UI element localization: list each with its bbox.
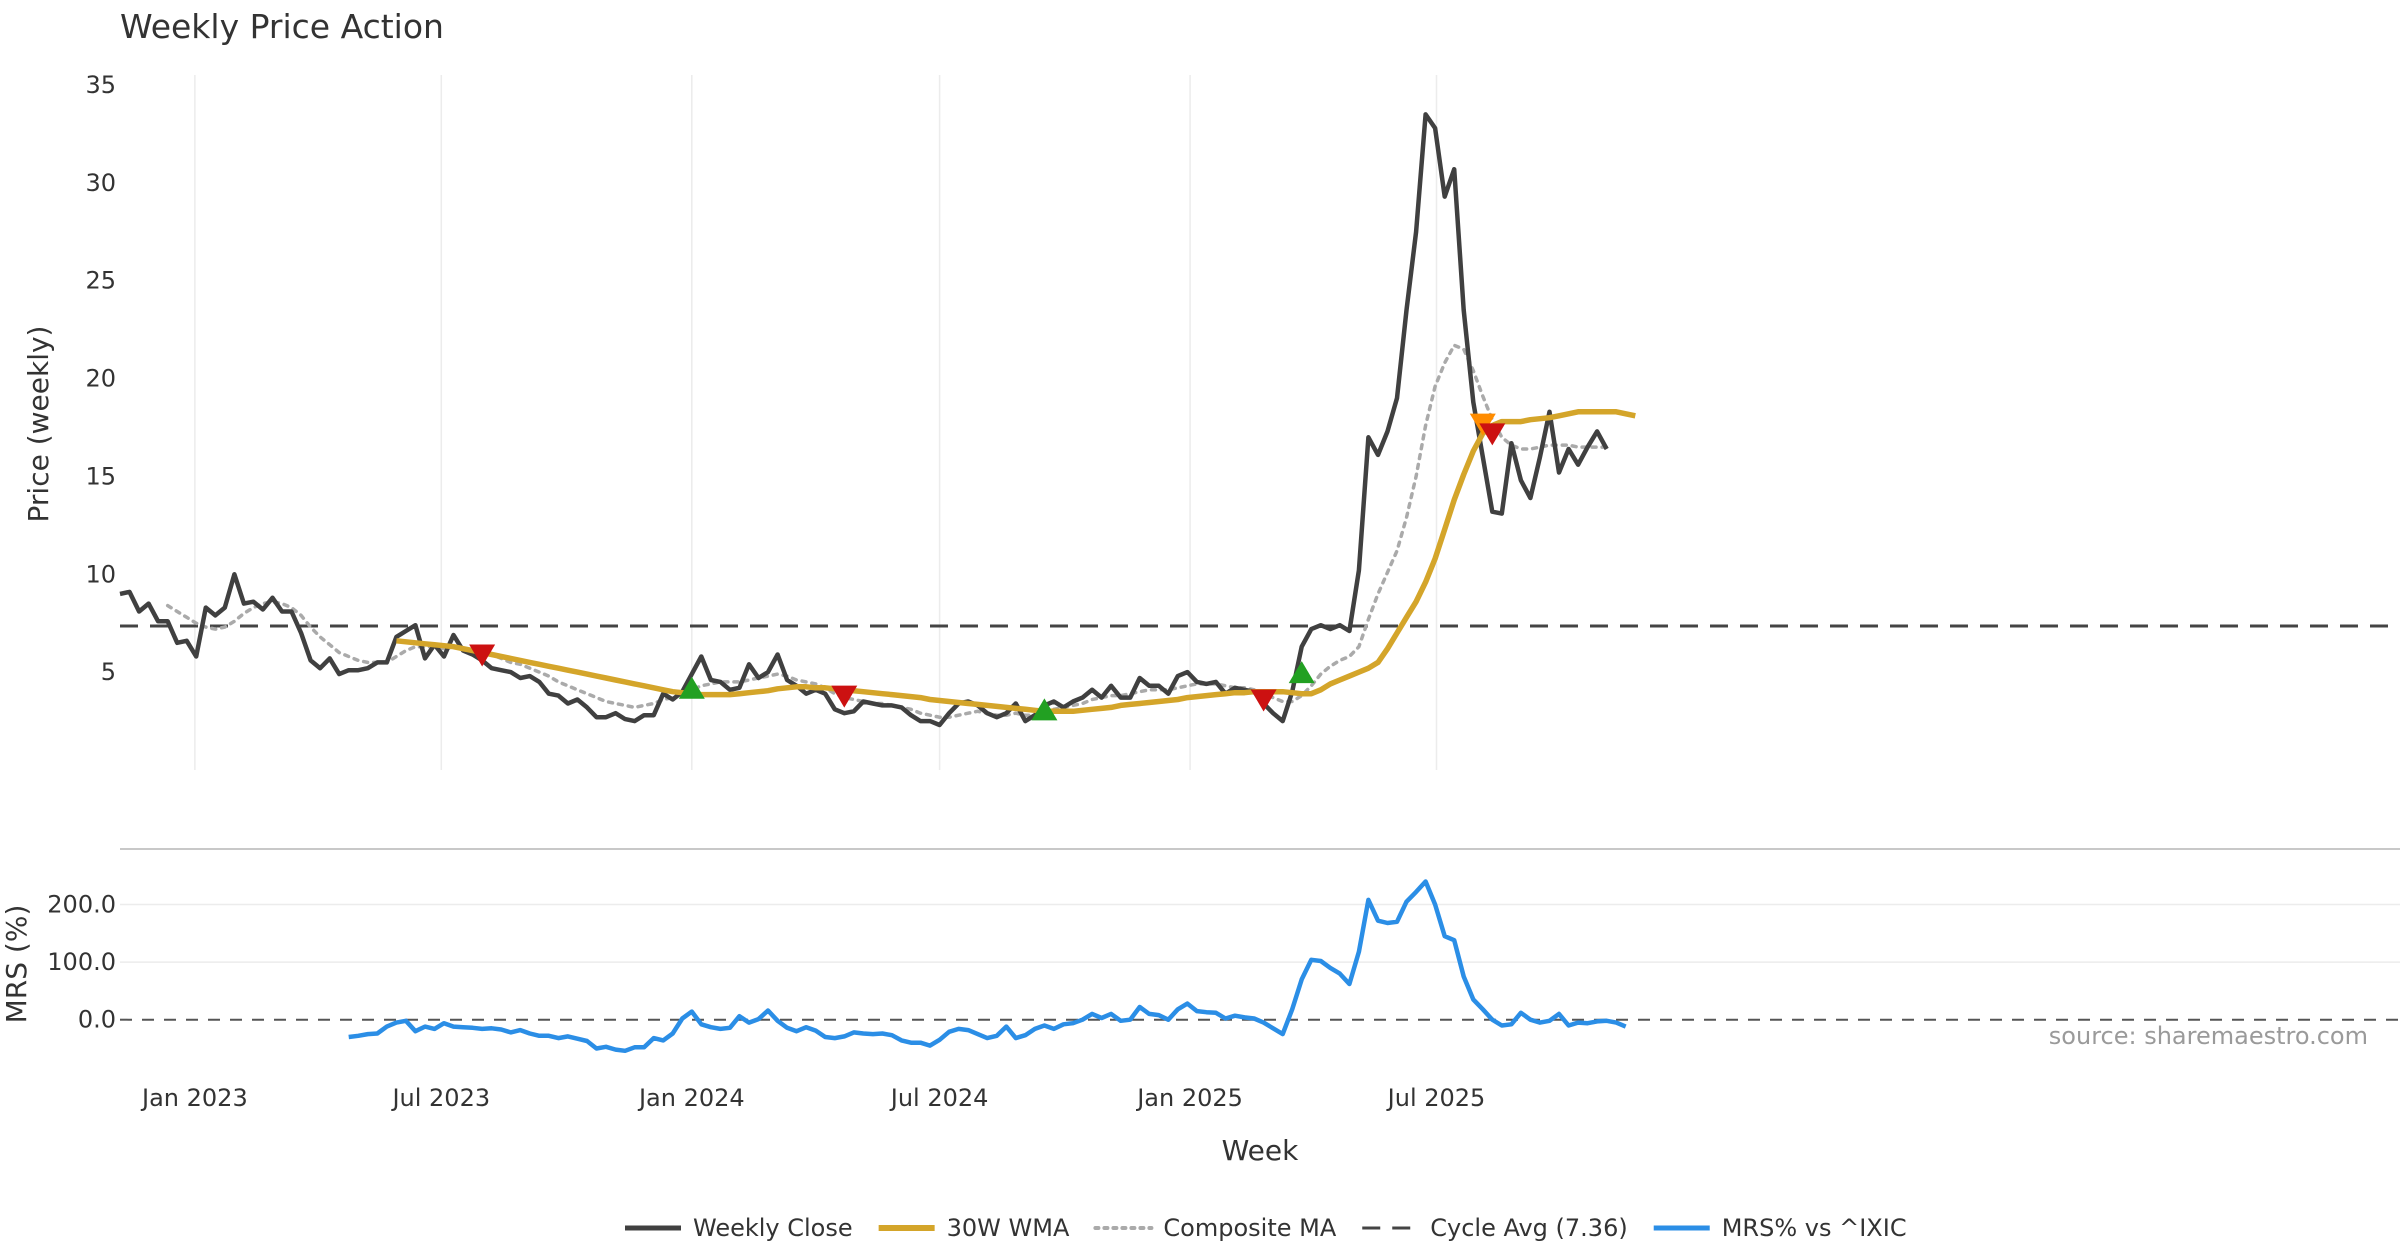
buy-signal-marker — [1031, 698, 1058, 721]
mrs-y-tick: 100.0 — [47, 948, 116, 976]
legend-label: 30W WMA — [947, 1214, 1070, 1242]
weekly-close-line — [119, 112, 1609, 728]
price-y-tick: 15 — [85, 462, 116, 490]
x-tick-label: Jan 2025 — [1135, 1084, 1243, 1112]
legend-item: Composite MA — [1093, 1214, 1337, 1242]
sell-signal-marker — [1250, 689, 1277, 712]
x-tick-label: Jul 2023 — [390, 1084, 490, 1112]
legend-label: Cycle Avg (7.36) — [1430, 1214, 1627, 1242]
wma-30w-line — [396, 409, 1636, 715]
legend-label: Composite MA — [1163, 1214, 1336, 1242]
source-note: source: sharemaestro.com — [2049, 1022, 2368, 1050]
legend-item: MRS% vs ^IXIC — [1653, 1214, 1907, 1242]
sell-signal-marker — [831, 685, 858, 708]
mrs-y-tick-labels: 0.0 100.0 200.0 — [47, 891, 116, 1034]
mrs-line — [348, 879, 1627, 1054]
sell-signal-marker — [469, 644, 496, 667]
mrs-y-tick: 200.0 — [47, 891, 116, 919]
price-y-tick-labels: 5 10 15 20 25 30 35 — [85, 71, 116, 686]
legend-item: Weekly Close — [625, 1214, 853, 1242]
price-y-tick: 10 — [85, 560, 116, 588]
buy-signal-marker — [678, 676, 705, 699]
sell-signal-marker — [1479, 423, 1506, 446]
x-tick-labels: Jan 2023 Jul 2023 Jan 2024 Jul 2024 Jan 2025… — [140, 1084, 1485, 1112]
price-gridlines — [194, 75, 1438, 770]
mrs-y-axis-label: MRS (%) — [0, 905, 33, 1024]
price-y-tick: 30 — [85, 169, 116, 197]
x-tick-label: Jul 2025 — [1386, 1084, 1486, 1112]
buy-signal-marker — [1288, 661, 1315, 684]
legend-item: Cycle Avg (7.36) — [1362, 1214, 1628, 1242]
legend-label: MRS% vs ^IXIC — [1722, 1214, 1907, 1242]
x-axis-label: Week — [1222, 1134, 1299, 1167]
mrs-y-tick: 0.0 — [78, 1006, 116, 1034]
price-series-group — [119, 112, 2400, 728]
signal-markers — [469, 413, 1506, 721]
price-y-tick: 25 — [85, 267, 116, 295]
chart-legend: Weekly Close 30W WMA Composite MA Cycle Avg… — [625, 1214, 1907, 1242]
price-y-tick: 20 — [85, 365, 116, 393]
legend-label: Weekly Close — [693, 1214, 853, 1242]
price-y-axis-label: Price (weekly) — [22, 326, 55, 523]
mrs-series-group — [348, 879, 1627, 1054]
x-tick-label: Jul 2024 — [889, 1084, 989, 1112]
x-tick-label: Jan 2023 — [140, 1084, 248, 1112]
price-y-tick: 5 — [101, 658, 116, 686]
chart-title: Weekly Price Action — [120, 7, 444, 46]
legend-item: 30W WMA — [878, 1214, 1070, 1242]
price-y-tick: 35 — [85, 71, 116, 99]
x-tick-label: Jan 2024 — [637, 1084, 745, 1112]
mrs-gridlines — [120, 903, 2400, 1021]
